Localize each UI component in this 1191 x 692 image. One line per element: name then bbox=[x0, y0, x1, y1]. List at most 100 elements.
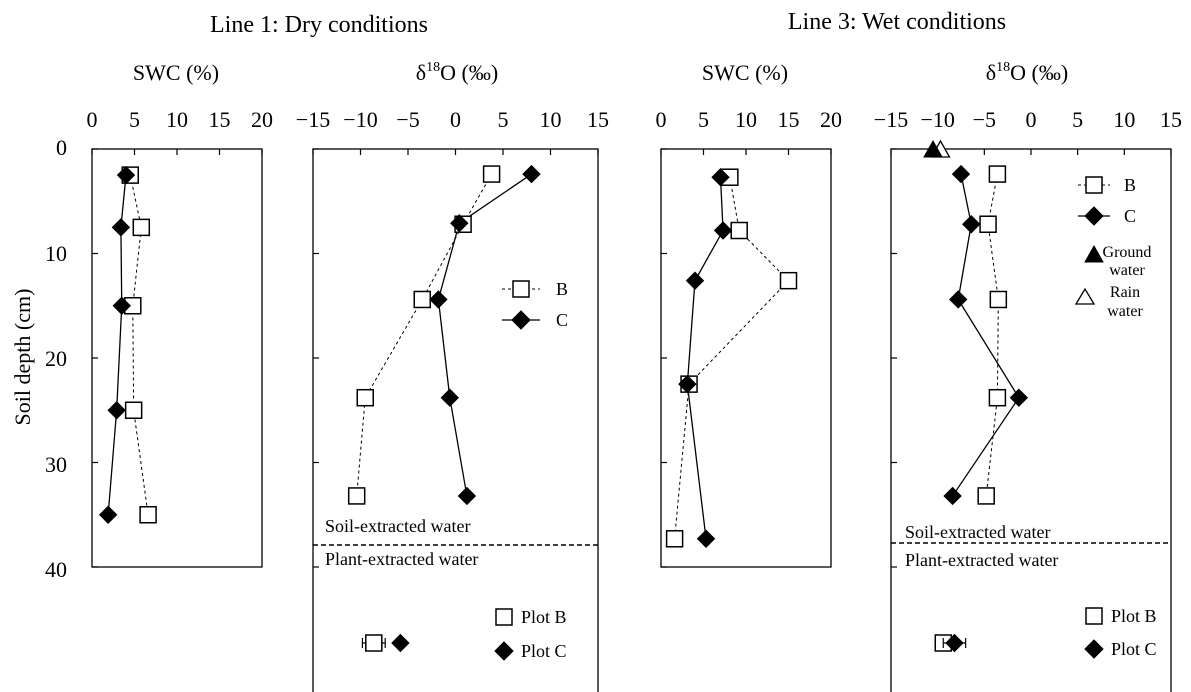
data-point-c bbox=[948, 290, 968, 309]
data-point-b bbox=[988, 165, 1007, 183]
legend-label-b: B bbox=[1124, 175, 1136, 195]
x-tick-label: 20 bbox=[251, 107, 273, 132]
ground-water-point bbox=[923, 139, 943, 158]
data-point-c bbox=[440, 388, 460, 407]
series-line-b bbox=[356, 173, 493, 496]
data-point-b bbox=[124, 401, 143, 419]
plant-extracted-note-right: Plant-extracted water bbox=[905, 550, 1058, 570]
x-tick-label: 5 bbox=[498, 107, 509, 132]
plant-extracted-note-left: Plant-extracted water bbox=[325, 549, 478, 569]
panel-1-axis-title: SWC (%) bbox=[133, 60, 219, 85]
panel-4-axis-title: δ18O (‰) bbox=[986, 60, 1068, 85]
legend-label-plot-c: Plot C bbox=[521, 641, 567, 661]
y-tick-label: 10 bbox=[45, 241, 67, 266]
y-tick-label: 30 bbox=[45, 452, 67, 477]
legend-marker-plot-b bbox=[1085, 607, 1103, 625]
data-point-c bbox=[429, 290, 448, 309]
x-tick-label: 10 bbox=[735, 107, 757, 132]
legend-label-rain: Rain bbox=[1110, 284, 1140, 301]
x-tick-label: 0 bbox=[87, 107, 98, 132]
data-point-b bbox=[132, 218, 151, 237]
legend-panel-2: B C bbox=[502, 279, 568, 330]
legend-label-plot-b: Plot B bbox=[521, 607, 567, 627]
chart-marks: 0 5 10 15 20 −15 −10 −5 0 5 10 15 0 5 10 15 20 −15 −10 −5 0 5… bbox=[87, 107, 1182, 653]
x-tick-label: 20 bbox=[820, 107, 842, 132]
legend-label-b: B bbox=[556, 279, 568, 299]
x-tick-label: 0 bbox=[1026, 107, 1037, 132]
data-point-c bbox=[98, 505, 118, 524]
data-point-c bbox=[943, 486, 962, 506]
data-point-b bbox=[977, 487, 995, 505]
x-tick-label: 5 bbox=[129, 107, 140, 132]
legend-marker-ground-water bbox=[1084, 244, 1104, 263]
data-point-b bbox=[730, 221, 748, 240]
data-point-b bbox=[988, 388, 1007, 407]
x-tick-label: 10 bbox=[540, 107, 562, 132]
legend-label-c: C bbox=[556, 310, 568, 330]
data-point-b bbox=[347, 487, 366, 505]
legend-label-plot-c: Plot C bbox=[1111, 639, 1157, 659]
series-line-b bbox=[674, 177, 790, 539]
data-point-c bbox=[107, 401, 126, 420]
plant-water-point-c bbox=[391, 633, 410, 653]
x-tick-label: 0 bbox=[450, 107, 461, 132]
x-tick-label: 10 bbox=[166, 107, 188, 132]
legend-plant-right: Plot B Plot C bbox=[1084, 606, 1157, 659]
legend-marker-b bbox=[512, 280, 530, 298]
y-tick-label: 20 bbox=[45, 346, 67, 371]
y-tick-label: 40 bbox=[45, 557, 67, 582]
x-tick-label: 0 bbox=[656, 107, 667, 132]
data-point-b bbox=[482, 165, 501, 183]
x-tick-label: −10 bbox=[343, 107, 377, 132]
legend-marker-rain-water bbox=[1074, 287, 1096, 305]
x-tick-label: 5 bbox=[1072, 107, 1083, 132]
data-point-c bbox=[678, 374, 697, 394]
data-point-c bbox=[457, 486, 477, 506]
data-point-b bbox=[413, 290, 431, 309]
x-tick-label: 15 bbox=[209, 107, 231, 132]
y-tick-label: 0 bbox=[56, 135, 67, 160]
data-point-c bbox=[111, 218, 131, 237]
legend-plant-left: Plot B Plot C bbox=[494, 607, 567, 661]
legend-marker-b bbox=[1085, 176, 1103, 194]
data-point-b bbox=[979, 215, 997, 233]
heading-line-1: Line 1: Dry conditions bbox=[210, 12, 428, 38]
data-point-c bbox=[962, 215, 981, 234]
panel-3-frame bbox=[660, 148, 832, 568]
data-point-c bbox=[711, 168, 730, 187]
panel-3-axis-title: SWC (%) bbox=[702, 60, 788, 85]
data-point-b bbox=[665, 530, 684, 548]
legend-panel-4: B C Ground water Rain water bbox=[1074, 175, 1152, 320]
data-point-c bbox=[1009, 388, 1029, 407]
data-point-c bbox=[685, 271, 705, 290]
data-point-b bbox=[139, 506, 157, 524]
legend-label-ground: Ground bbox=[1103, 244, 1152, 261]
legend-marker-c bbox=[1084, 206, 1104, 226]
x-tick-label: −5 bbox=[396, 107, 419, 132]
data-point-c bbox=[450, 213, 469, 233]
y-tick-labels: 0 10 20 30 40 bbox=[45, 135, 67, 582]
x-tick-label: −15 bbox=[296, 107, 330, 132]
panel-1-frame bbox=[91, 148, 263, 568]
x-tick-label: 10 bbox=[1113, 107, 1135, 132]
soil-extracted-note-left: Soil-extracted water bbox=[325, 516, 470, 536]
legend-marker-plot-b bbox=[495, 608, 513, 626]
y-axis-label: Soil depth (cm) bbox=[10, 289, 35, 426]
x-tick-label: 15 bbox=[587, 107, 609, 132]
data-point-c bbox=[713, 221, 733, 240]
plant-water-point-b bbox=[365, 634, 383, 652]
data-point-c bbox=[112, 296, 131, 315]
data-point-c bbox=[116, 165, 136, 185]
data-point-c bbox=[522, 164, 541, 184]
legend-marker-plot-c bbox=[494, 641, 514, 661]
x-tick-label: −10 bbox=[920, 107, 954, 132]
plant-water-point-c bbox=[945, 633, 964, 653]
legend-label-ground-water: water bbox=[1109, 262, 1145, 279]
data-point-c bbox=[951, 164, 971, 184]
x-tick-label: −5 bbox=[973, 107, 996, 132]
data-point-c bbox=[696, 529, 716, 548]
x-tick-label: 15 bbox=[1160, 107, 1182, 132]
heading-line-3: Line 3: Wet conditions bbox=[788, 9, 1006, 35]
x-tick-label: −15 bbox=[874, 107, 908, 132]
